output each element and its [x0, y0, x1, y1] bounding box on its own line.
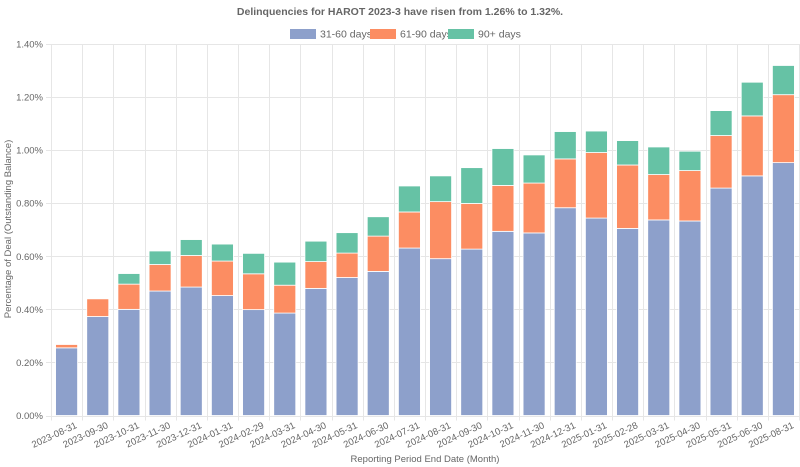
bar-segment-90-days	[273, 261, 297, 286]
bar-segment-31-60-days	[273, 312, 297, 416]
bar-segment-90-days	[772, 65, 795, 96]
bar-segment-61-90-days	[522, 182, 546, 234]
bar-segment-61-90-days	[273, 284, 297, 314]
legend-label: 61-90 days	[400, 29, 452, 41]
legend-label: 31-60 days	[320, 29, 372, 41]
y-tick-label: 1.00%	[16, 146, 43, 157]
bar-segment-61-90-days	[179, 255, 203, 288]
bar-segment-31-60-days	[86, 316, 110, 416]
bar-segment-61-90-days	[304, 261, 328, 289]
legend-swatch	[290, 29, 316, 39]
bar-segment-31-60-days	[304, 287, 328, 416]
bar-segment-31-60-days	[179, 286, 203, 416]
legend-swatch	[448, 29, 474, 39]
bar-segment-31-60-days	[460, 248, 484, 416]
bar-segment-61-90-days	[616, 164, 639, 229]
y-tick-label: 0.80%	[16, 199, 43, 210]
bar-segment-61-90-days	[772, 94, 795, 164]
bar-segment-31-60-days	[522, 232, 546, 416]
x-axis-title: Reporting Period End Date (Month)	[351, 454, 500, 465]
bar-segment-61-90-days	[553, 158, 577, 209]
bar-segment-61-90-days	[242, 273, 265, 311]
bar-segment-31-60-days	[148, 290, 172, 416]
bar-segment-61-90-days	[709, 135, 733, 189]
bar-segment-90-days	[460, 167, 484, 204]
chart-title: Delinquencies for HAROT 2023-3 have rise…	[237, 6, 563, 18]
bar-segment-61-90-days	[55, 343, 78, 349]
bar-segment-31-60-days	[678, 220, 702, 416]
bar-segment-31-60-days	[398, 247, 421, 416]
bar-segment-61-90-days	[647, 174, 671, 221]
bar-segment-31-60-days	[55, 347, 78, 416]
bar-segment-31-60-days	[242, 309, 265, 416]
bar-segment-31-60-days	[117, 308, 141, 416]
bar-segment-90-days	[148, 250, 172, 265]
bar-segment-61-90-days	[117, 283, 141, 310]
bar-segment-90-days	[522, 154, 546, 184]
bar-segment-90-days	[335, 232, 359, 254]
y-tick-label: 1.40%	[16, 40, 43, 51]
bar-segment-31-60-days	[709, 187, 733, 416]
bar-segment-61-90-days	[460, 203, 484, 250]
y-tick-label: 1.20%	[16, 93, 43, 104]
bar-segment-90-days	[242, 252, 265, 275]
bar-segment-90-days	[398, 185, 421, 213]
bar-segment-31-60-days	[553, 207, 577, 416]
bar-segment-90-days	[179, 239, 203, 256]
y-axis-ticks: 0.00% 0.20% 0.40% 0.60% 0.80% 1.00% 1.20% 1.40%	[16, 40, 43, 423]
bar-segment-61-90-days	[148, 264, 172, 292]
x-axis-ticks: 2023-08-312023-09-302023-10-312023-11-30…	[30, 420, 796, 451]
bar-segment-31-60-days	[772, 162, 795, 416]
bar-segment-61-90-days	[86, 298, 110, 317]
bar-segment-31-60-days	[429, 258, 452, 416]
bar-segment-61-90-days	[335, 252, 359, 278]
y-tick-label: 0.40%	[16, 305, 43, 316]
bar-segment-31-60-days	[740, 175, 764, 416]
bar-segment-90-days	[709, 110, 733, 136]
bar-segment-90-days	[616, 140, 639, 166]
bar-segment-61-90-days	[429, 201, 452, 260]
y-tick-label: 0.00%	[16, 411, 43, 422]
bar-segment-90-days	[553, 131, 577, 160]
bar-segment-90-days	[55, 343, 78, 345]
bar-segment-90-days	[585, 130, 608, 153]
bar-segment-61-90-days	[366, 235, 390, 272]
bar-segment-61-90-days	[740, 115, 764, 177]
y-tick-label: 0.20%	[16, 358, 43, 369]
bar-segment-90-days	[740, 81, 764, 117]
bar-segment-90-days	[491, 148, 515, 186]
bar-segment-31-60-days	[491, 230, 515, 416]
bar-segment-31-60-days	[585, 217, 608, 416]
bar-segment-31-60-days	[616, 228, 639, 416]
bar-segment-31-60-days	[211, 295, 234, 416]
bar-segment-90-days	[304, 240, 328, 262]
bar-segment-31-60-days	[335, 277, 359, 416]
bar-segment-90-days	[117, 273, 141, 285]
bar-segment-90-days	[429, 175, 452, 203]
bar-segment-90-days	[366, 216, 390, 237]
legend-label: 90+ days	[478, 29, 521, 41]
bar-segment-90-days	[678, 150, 702, 171]
y-axis-title: Percentage of Deal (Outstanding Balance)	[3, 140, 14, 319]
bar-segment-90-days	[647, 146, 671, 175]
bar-segment-61-90-days	[678, 170, 702, 222]
bar-segment-61-90-days	[491, 185, 515, 232]
bar-segment-61-90-days	[211, 260, 234, 296]
bar-segment-90-days	[211, 243, 234, 262]
bar-segment-61-90-days	[398, 211, 421, 249]
legend-swatch	[370, 29, 396, 39]
grid	[46, 44, 800, 421]
bar-segment-61-90-days	[585, 152, 608, 219]
bar-segment-31-60-days	[366, 271, 390, 416]
y-tick-label: 0.60%	[16, 252, 43, 263]
legend: 31-60 days 61-90 days 90+ days	[290, 29, 521, 41]
bar-segment-31-60-days	[647, 219, 671, 416]
bars	[55, 65, 795, 416]
